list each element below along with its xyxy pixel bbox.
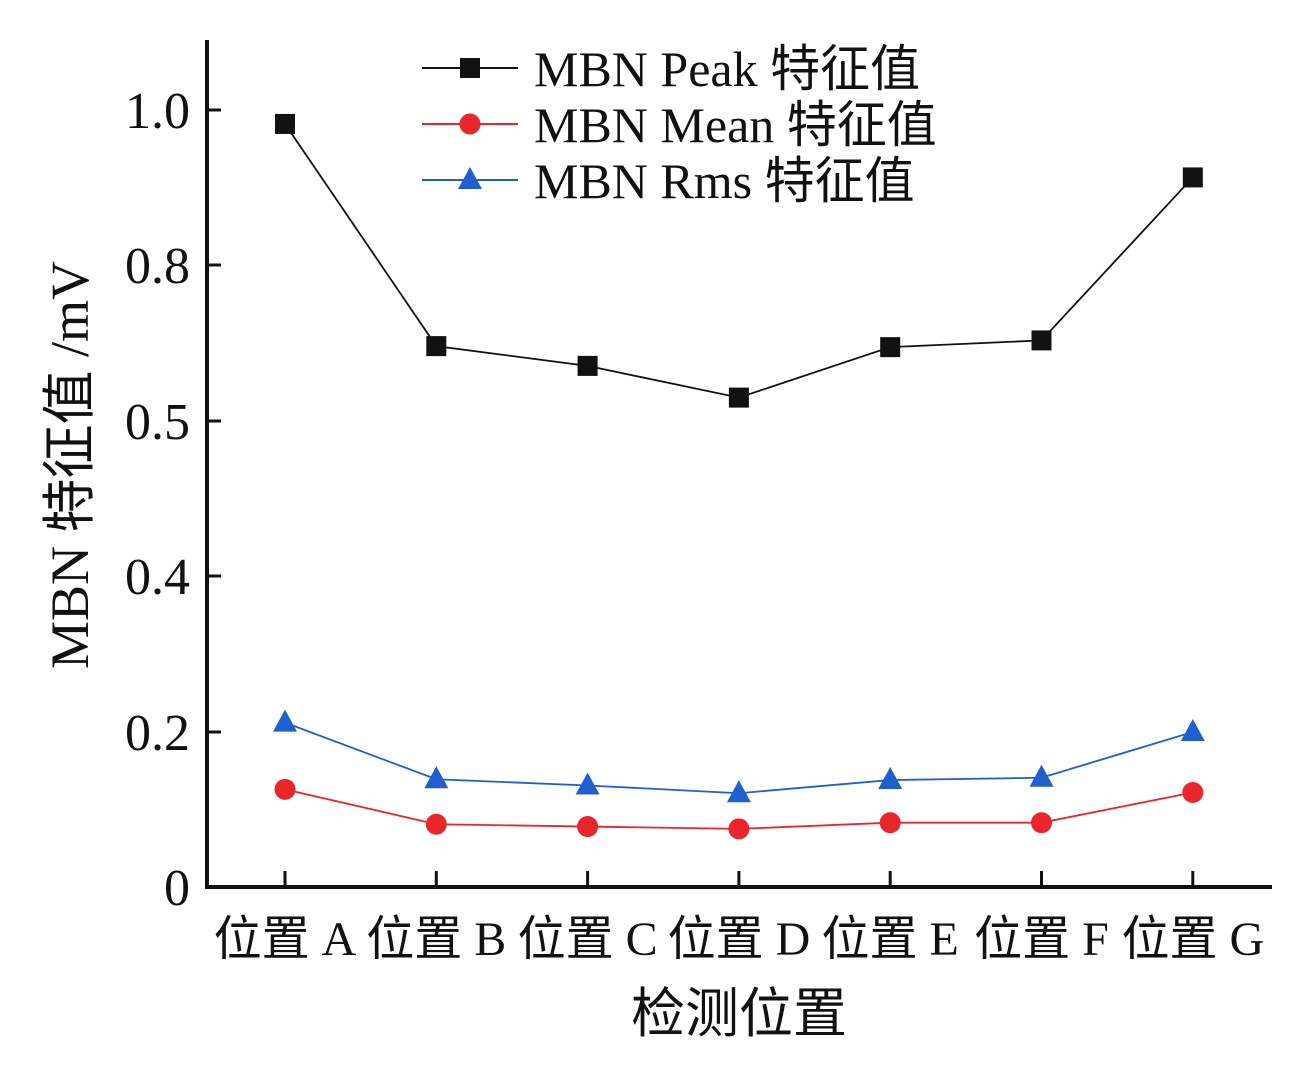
x-axis-label: 检测位置 [631, 984, 847, 1044]
x-tick-label: 位置 D [668, 913, 811, 966]
series-1 [274, 778, 1204, 840]
data-point [1029, 764, 1054, 787]
y-tick-label: 1.0 [125, 83, 190, 140]
data-point [728, 387, 749, 408]
legend-marker [459, 113, 481, 135]
data-point [577, 816, 599, 838]
data-point [726, 780, 751, 803]
data-point [273, 709, 297, 732]
data-point [1031, 812, 1052, 834]
data-point [879, 812, 901, 834]
y-tick-label: 0.5 [125, 394, 190, 451]
y-tick-label: 0 [164, 860, 190, 917]
series-0 [275, 113, 1203, 408]
data-point [424, 766, 449, 789]
data-point [575, 772, 600, 795]
data-point [878, 767, 903, 790]
data-point [425, 813, 447, 835]
data-point [880, 337, 901, 358]
legend-label: MBN Peak 特征值 [534, 41, 920, 97]
x-tick-label: 位置 A [214, 913, 357, 966]
y-tick-label: 0.8 [125, 238, 190, 295]
y-ticks: 0 0.2 0.4 0.5 0.8 1.0 [125, 83, 221, 917]
x-tick-label: 位置 G [1121, 913, 1264, 966]
y-axis-label: MBN 特征值 /mV [40, 261, 100, 669]
x-tick-label: 位置 E [822, 913, 959, 966]
legend-marker [458, 167, 482, 189]
series-layer [273, 113, 1205, 840]
y-tick-label: 0.4 [125, 549, 190, 606]
data-point [426, 336, 447, 357]
legend-label: MBN Rms 特征值 [534, 153, 915, 209]
y-tick-label: 0.2 [125, 705, 190, 762]
data-point [1182, 167, 1203, 188]
data-point [1180, 719, 1205, 741]
legend-marker [460, 58, 480, 78]
data-point [728, 818, 750, 840]
series-2 [273, 709, 1205, 803]
data-point [274, 778, 296, 800]
legend-label: MBN Mean 特征值 [534, 97, 937, 153]
x-tick-label: 位置 C [518, 913, 658, 966]
x-ticks: 位置 A 位置 B 位置 C 位置 D 位置 E 位置 F 位置 G [214, 871, 1264, 966]
x-tick-label: 位置 B [366, 913, 506, 966]
data-point [1182, 781, 1204, 803]
data-point [1031, 330, 1052, 351]
data-point [275, 113, 295, 134]
x-tick-label: 位置 F [974, 913, 1109, 966]
data-point [577, 355, 598, 376]
